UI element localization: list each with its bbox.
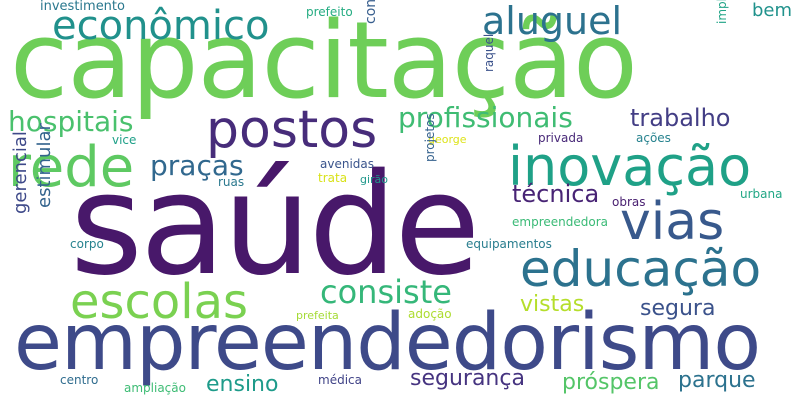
word-prospera: próspera — [562, 370, 660, 395]
word-rede: rede — [8, 135, 135, 200]
word-estimular: estimular — [34, 123, 55, 208]
word-privada: privada — [538, 131, 584, 145]
word-girao: girão — [360, 173, 389, 186]
word-projetos: projetos — [423, 113, 437, 162]
word-ruas: ruas — [218, 175, 245, 189]
word-escolas: escolas — [70, 274, 249, 330]
word-ampliacao: ampliação — [124, 381, 186, 395]
word-trata: trata — [318, 171, 348, 185]
word-economico: econômico — [52, 3, 270, 49]
word-contratacao: contratação — [363, 0, 379, 24]
word-urbana: urbana — [740, 187, 783, 201]
word-adocao: adoção — [408, 307, 452, 321]
word-saude: saúde — [70, 144, 480, 307]
word-aluguel: aluguel — [482, 0, 623, 43]
word-corpo: corpo — [70, 237, 104, 251]
word-parque: parque — [678, 368, 756, 393]
word-inovacao: inovação — [508, 135, 752, 198]
word-capacitacao: capacitação — [10, 0, 638, 122]
word-gerencial: gerencial — [10, 131, 31, 214]
word-postos: postos — [206, 100, 378, 160]
word-medica: médica — [318, 373, 362, 387]
word-trabalho: trabalho — [630, 104, 731, 132]
word-consiste: consiste — [320, 273, 452, 311]
word-empreendedora: empreendedora — [512, 215, 608, 229]
word-seguranca: segurança — [410, 366, 525, 391]
word-george: george — [428, 133, 467, 146]
word-empreendedorismo: empreendedorismo — [14, 298, 761, 388]
word-raquel: raquel — [482, 33, 496, 72]
word-pracas: praças — [150, 149, 244, 182]
word-centro: centro — [60, 373, 99, 387]
word-implantacao: implantação — [715, 0, 729, 24]
word-ensino: ensino — [206, 372, 279, 397]
word-vistas: vistas — [520, 292, 585, 317]
word-educacao: educação — [520, 240, 762, 298]
word-hospitais: hospitais — [8, 105, 134, 138]
word-segura: segura — [640, 296, 716, 321]
word-prefeito: prefeito — [306, 5, 353, 19]
word-profissionais: profissionais — [398, 101, 573, 134]
word-tecnica: técnica — [512, 180, 600, 208]
word-vias: vias — [620, 192, 725, 252]
word-investimento: investimento — [40, 0, 125, 14]
word-prefeita: prefeita — [296, 309, 339, 322]
word-vice: vice — [112, 133, 137, 147]
word-obras: obras — [612, 195, 646, 209]
word-acoes: ações — [636, 131, 671, 145]
word-avenidas: avenidas — [320, 157, 374, 171]
word-bem: bem — [752, 0, 793, 21]
word-equipamentos: equipamentos — [466, 237, 552, 251]
